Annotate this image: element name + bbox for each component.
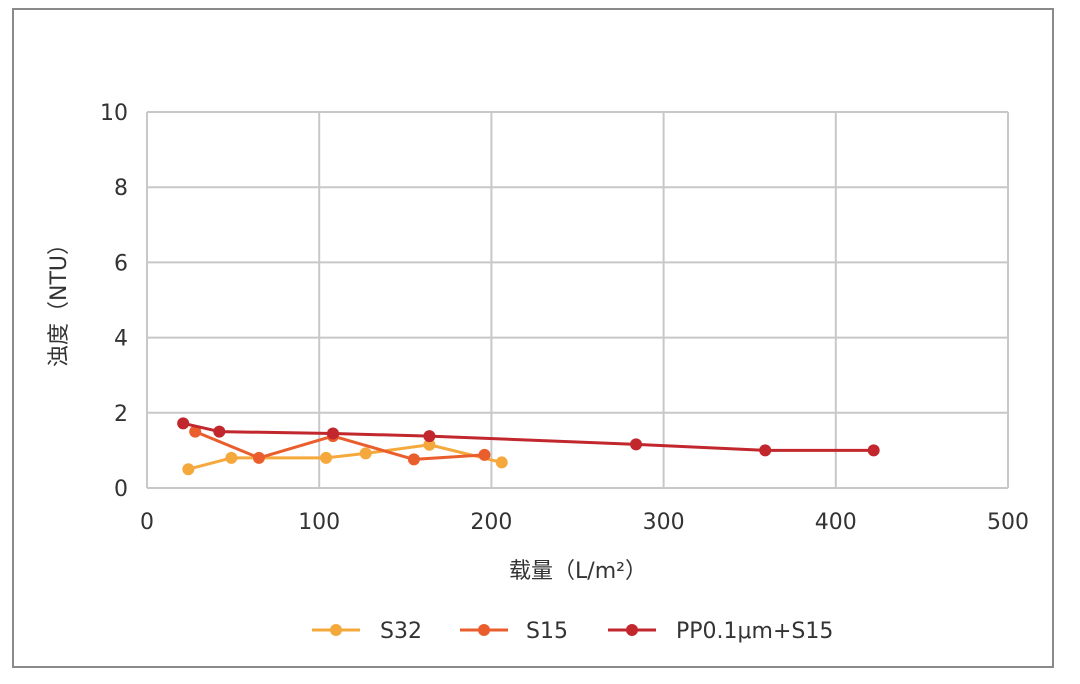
data-point	[407, 453, 420, 466]
y-tick-label: 4	[114, 327, 128, 352]
data-point	[213, 425, 226, 438]
data-point	[326, 427, 339, 440]
x-tick-labels: 0 100 200 300 400 500	[140, 510, 1029, 535]
x-axis-label: 载量（L/m²）	[509, 559, 647, 584]
legend-label: S15	[526, 619, 568, 644]
data-point	[189, 425, 202, 438]
y-tick-label: 10	[100, 101, 128, 126]
y-tick-label: 2	[114, 402, 128, 427]
x-tick-label: 300	[643, 510, 685, 535]
legend-label: S32	[380, 619, 422, 644]
data-point	[759, 444, 772, 457]
data-point	[252, 451, 265, 464]
series-line	[187, 443, 503, 471]
data-point	[867, 444, 880, 457]
data-point	[478, 448, 491, 461]
data-point	[182, 463, 195, 476]
legend-label: PP0.1μm+S15	[676, 619, 833, 644]
legend-swatch-marker	[478, 624, 490, 636]
y-tick-label: 0	[114, 477, 128, 502]
legend-item: S32	[312, 619, 422, 644]
x-tick-label: 100	[298, 510, 340, 535]
legend-item: PP0.1μm+S15	[608, 619, 833, 644]
y-tick-label: 6	[114, 251, 128, 276]
legend-swatch-marker	[330, 624, 342, 636]
data-point	[359, 447, 372, 460]
series-0	[182, 438, 508, 476]
data-point	[423, 430, 436, 443]
x-tick-label: 0	[140, 510, 154, 535]
legend-item: S15	[460, 619, 568, 644]
data-point	[495, 456, 508, 469]
series-layer	[177, 417, 880, 476]
x-tick-label: 500	[987, 510, 1029, 535]
data-point	[225, 451, 238, 464]
series-line	[182, 421, 874, 452]
data-point	[423, 438, 436, 451]
grid	[146, 111, 1009, 489]
y-tick-label: 8	[114, 176, 128, 201]
x-tick-label: 400	[815, 510, 857, 535]
data-point	[320, 451, 333, 464]
y-axis-label: 浊度（NTU）	[47, 233, 72, 367]
series-2	[177, 417, 880, 457]
x-tick-label: 200	[470, 510, 512, 535]
data-point	[177, 417, 190, 430]
legend-swatch-marker	[626, 624, 638, 636]
legend: S32 S15 PP0.1μm+S15	[312, 619, 833, 644]
y-tick-labels: 0 2 4 6 8 10	[100, 101, 128, 502]
data-point	[630, 438, 643, 451]
